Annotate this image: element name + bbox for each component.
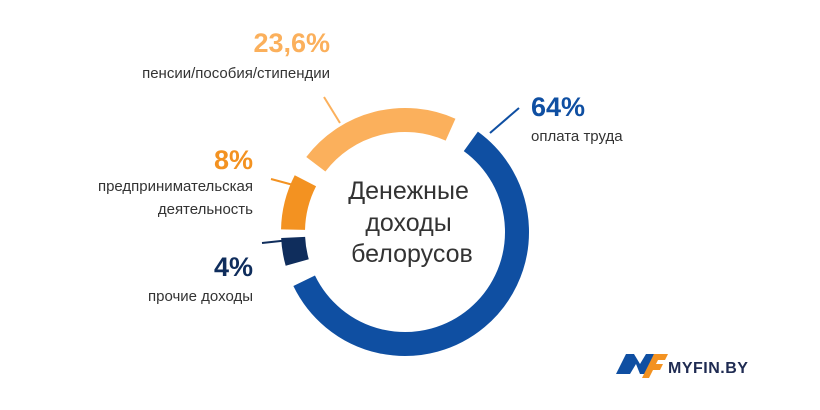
- donut-segment-predprinimatelskaya: [281, 175, 317, 231]
- logo-text: MYFIN.BY: [668, 360, 749, 377]
- leader-line-pensii: [323, 96, 341, 124]
- value-label-prochie-dohody: 4%: [214, 252, 253, 282]
- donut-segments: [281, 108, 529, 356]
- category-label-pensii-1: пенсии/пособия/стипендии: [142, 65, 330, 82]
- category-label-predprinimatelskaya-1: предпринимательская: [98, 178, 253, 195]
- logo-icon: [616, 354, 668, 378]
- value-label-oplata-truda: 64%: [531, 92, 585, 122]
- leader-line-oplata-truda: [489, 107, 520, 134]
- donut-segment-pensii: [306, 108, 456, 172]
- chart-title-line-1: Денежные: [348, 177, 469, 205]
- leader-lines: [261, 96, 520, 244]
- value-label-pensii: 23,6%: [253, 28, 330, 58]
- value-label-predprinimatelskaya: 8%: [214, 145, 253, 175]
- category-label-oplata-truda-1: оплата труда: [531, 128, 623, 145]
- segment-labels: 64% оплата труда 4% прочие доходы 8% предприн…: [98, 28, 623, 305]
- chart-title-line-3: белорусов: [351, 240, 473, 268]
- category-label-prochie-dohody-1: прочие доходы: [148, 288, 253, 305]
- donut-segment-prochie-dohody: [281, 236, 309, 266]
- myfin-logo: MYFIN.BY: [616, 346, 786, 386]
- donut-segment-oplata-truda: [293, 131, 529, 356]
- leader-line-predprinimatelskaya: [270, 178, 298, 187]
- category-label-predprinimatelskaya-2: деятельность: [158, 201, 253, 218]
- chart-title-line-2: доходы: [365, 209, 451, 237]
- chart-title: Денежные доходы белорусов: [348, 177, 476, 268]
- leader-line-prochie-dohody: [261, 239, 291, 244]
